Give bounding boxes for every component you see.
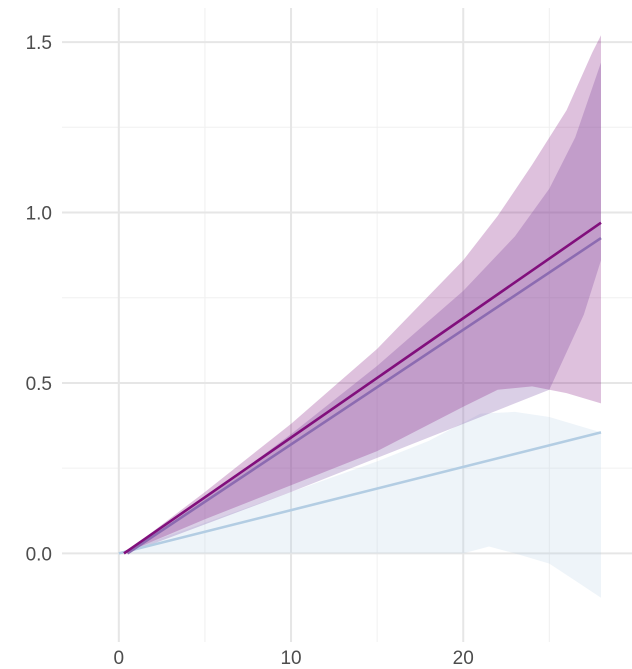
line-layer: [118, 221, 602, 555]
y-tick-label: 0.0: [26, 544, 52, 565]
y-tick-label: 1.0: [26, 204, 52, 225]
series-1-line: [126, 236, 602, 555]
x-tick-label: 20: [453, 648, 474, 669]
x-tick-label: 10: [280, 648, 301, 669]
x-tick-label: 0: [114, 648, 125, 669]
label-layer: 0 10 20 0.0 0.5 1.0 1.5: [26, 33, 474, 669]
series-0-line: [118, 431, 602, 555]
series-2-line: [123, 221, 602, 555]
series-2-band: [123, 35, 602, 554]
band-layer: [118, 35, 602, 598]
y-tick-label: 0.5: [26, 374, 52, 395]
grid-layer: [62, 8, 632, 642]
y-tick-label: 1.5: [26, 33, 52, 54]
series-0-band: [118, 411, 602, 598]
series-1-band: [127, 62, 602, 554]
